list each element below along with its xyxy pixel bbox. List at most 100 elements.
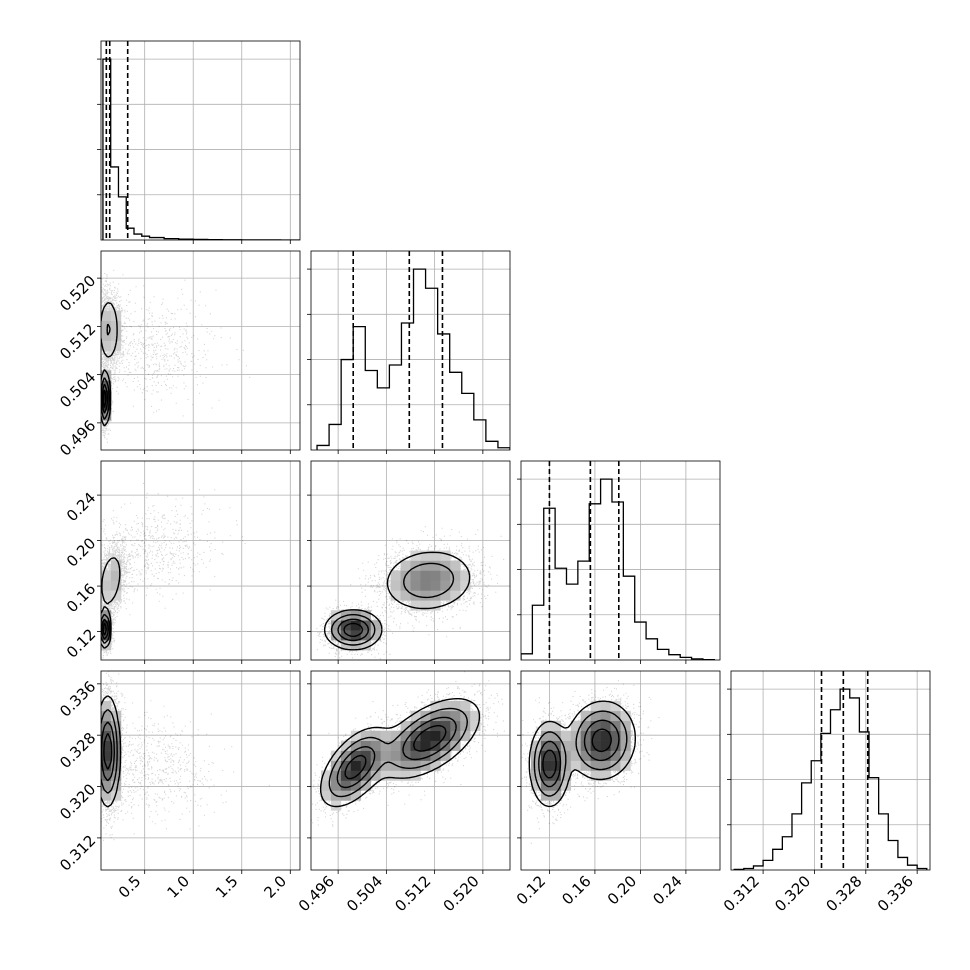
density-cell xyxy=(380,750,391,761)
density-cell xyxy=(560,780,572,791)
y-tick-label: 0.520 xyxy=(56,272,99,315)
density-cell xyxy=(101,400,112,411)
contour-level-1 xyxy=(101,323,111,420)
contour-level-3 xyxy=(103,733,113,770)
axes-frame xyxy=(100,40,301,241)
density-cell xyxy=(450,730,461,741)
y-tick-label: 0.20 xyxy=(63,534,99,570)
axes-frame xyxy=(310,460,511,661)
density-cell xyxy=(410,730,421,741)
density-cell xyxy=(340,780,352,791)
density-cell xyxy=(580,740,591,751)
density-cell xyxy=(530,780,542,791)
density-cell xyxy=(410,710,421,722)
density-cell xyxy=(450,590,461,601)
density-cell xyxy=(550,770,562,781)
axes-frame xyxy=(100,670,301,871)
density-cell xyxy=(470,720,481,731)
density-cell xyxy=(600,730,611,741)
density-cell xyxy=(330,630,342,641)
density-cell xyxy=(620,730,631,741)
density-cell xyxy=(430,760,441,771)
density-cell xyxy=(340,760,352,771)
density-cell xyxy=(101,790,112,801)
density-cell xyxy=(590,760,601,771)
density-cell xyxy=(360,740,371,751)
density-cell xyxy=(101,320,112,331)
contour-level-2 xyxy=(538,719,620,788)
density-cell xyxy=(420,730,431,741)
density-cell xyxy=(460,730,471,741)
y-tick-label: 0.312 xyxy=(56,832,99,875)
contour-level-0 xyxy=(323,551,471,651)
contour-level-0 xyxy=(101,695,122,808)
density-cell xyxy=(350,780,362,791)
density-cell xyxy=(450,580,461,591)
density-cell xyxy=(530,750,542,761)
density-cell xyxy=(620,710,631,722)
x-tick-label: 1.5 xyxy=(212,872,242,902)
density-cell xyxy=(610,760,621,771)
density-cell xyxy=(400,740,411,751)
density-cell xyxy=(430,570,441,581)
density-cell xyxy=(610,700,621,712)
density-cell xyxy=(440,570,451,581)
density-cell xyxy=(430,600,441,611)
density-cell xyxy=(460,570,471,581)
x-tick-label: 0.336 xyxy=(874,872,917,915)
density-cell xyxy=(560,770,572,781)
density-cell xyxy=(440,750,451,761)
density-cell xyxy=(320,790,332,801)
density-cell xyxy=(540,750,552,761)
density-cell xyxy=(420,740,431,751)
density-cell xyxy=(560,740,572,751)
density-cell xyxy=(360,760,371,771)
density-cell xyxy=(110,320,122,331)
x-tick-label: 0.12 xyxy=(513,872,549,908)
density-cell xyxy=(600,760,611,771)
density-cell xyxy=(350,620,362,631)
density-cell xyxy=(400,720,411,731)
density-cell xyxy=(620,750,631,761)
contour-level-3 xyxy=(542,728,612,779)
density-cell xyxy=(410,760,421,771)
scatter-panel-3-1 xyxy=(310,670,511,871)
density-cell xyxy=(450,560,461,571)
density-cell xyxy=(530,760,542,771)
density-cell xyxy=(530,770,542,781)
x-tick-label: 0.20 xyxy=(604,872,640,908)
density-cell xyxy=(450,710,461,722)
density-cell xyxy=(101,700,112,712)
contour-level-0 xyxy=(528,700,636,808)
x-tick-label: 0.496 xyxy=(295,872,338,915)
density-cell xyxy=(101,380,112,391)
x-tick-label: 0.328 xyxy=(823,872,866,915)
density-cell xyxy=(400,770,411,781)
density-cell xyxy=(101,710,112,722)
density-cell xyxy=(330,800,342,811)
density-cell xyxy=(390,750,401,761)
scatter-panel-3-2 xyxy=(520,670,721,871)
density-cell xyxy=(330,750,342,761)
density-cell xyxy=(460,700,471,712)
density-cell xyxy=(360,610,371,621)
contour-level-0 xyxy=(101,557,121,649)
density-cell xyxy=(470,710,481,722)
density-cell xyxy=(410,580,421,591)
density-cell xyxy=(110,790,122,801)
x-tick-label: 1.0 xyxy=(163,872,193,902)
axes-frame xyxy=(310,670,511,871)
density-cell xyxy=(360,780,371,791)
density-cell xyxy=(330,760,342,771)
density-cell xyxy=(390,570,401,581)
density-cell xyxy=(590,750,601,761)
contour-level-3 xyxy=(102,622,107,636)
density-cell xyxy=(340,750,352,761)
density-cell xyxy=(610,720,621,731)
density-cell xyxy=(320,780,332,791)
density-cell xyxy=(430,580,441,591)
density-cell xyxy=(600,710,611,722)
contour-level-2 xyxy=(337,618,370,642)
density-cell xyxy=(330,620,342,631)
